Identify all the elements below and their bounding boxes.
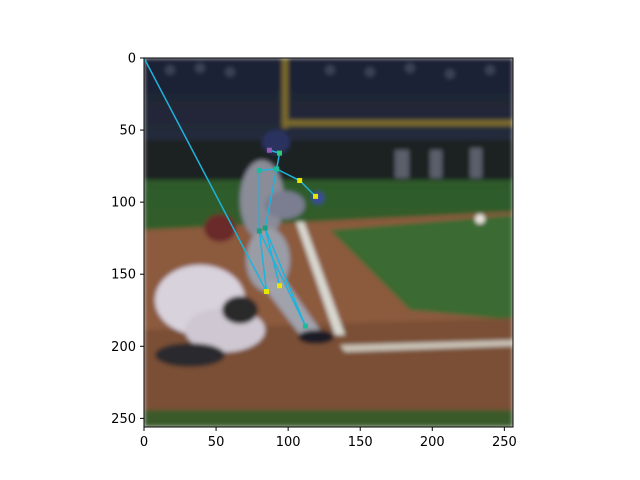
y-tick-label: 0 <box>128 52 136 67</box>
keypoint-neck <box>276 150 282 156</box>
pose-limb <box>264 168 278 229</box>
keypoint-right-hip <box>256 228 262 234</box>
pose-limb <box>275 152 281 170</box>
pose-skeleton <box>144 58 319 329</box>
keypoint-left-elbow <box>297 178 303 184</box>
keypoint-head-top <box>266 147 272 153</box>
x-tick-label: 100 <box>276 435 301 450</box>
keypoint-left-knee <box>276 283 282 289</box>
y-axis: 0 50 100 150 200 250 <box>111 52 144 427</box>
x-tick-label: 200 <box>420 435 445 450</box>
y-tick-label: 200 <box>111 340 136 355</box>
pose-limb <box>299 179 317 197</box>
pose-limb <box>276 168 301 182</box>
keypoint-left-hip <box>262 225 268 231</box>
x-axis: 0 50 100 150 200 250 <box>140 427 517 450</box>
keypoint-right-knee <box>264 289 270 295</box>
x-tick-label: 50 <box>208 435 225 450</box>
stray-limb-line <box>144 58 268 292</box>
pose-limb <box>258 230 307 327</box>
photo <box>144 58 513 427</box>
keypoint-left-ankle <box>302 323 308 329</box>
y-tick-label: 50 <box>119 124 136 139</box>
keypoint-left-shoulder <box>274 166 280 172</box>
y-tick-label: 150 <box>111 268 136 283</box>
keypoint-right-shoulder <box>256 167 262 173</box>
x-tick-label: 150 <box>348 435 373 450</box>
y-tick-label: 250 <box>111 412 136 427</box>
y-tick-label: 100 <box>111 196 136 211</box>
axes-frame <box>143 57 514 428</box>
keypoint-left-wrist <box>313 193 319 199</box>
pose-limb <box>258 230 268 292</box>
x-tick-label: 250 <box>492 435 517 450</box>
pose-limb <box>264 227 307 327</box>
pose-limb <box>259 168 277 172</box>
x-tick-label: 0 <box>140 435 148 450</box>
